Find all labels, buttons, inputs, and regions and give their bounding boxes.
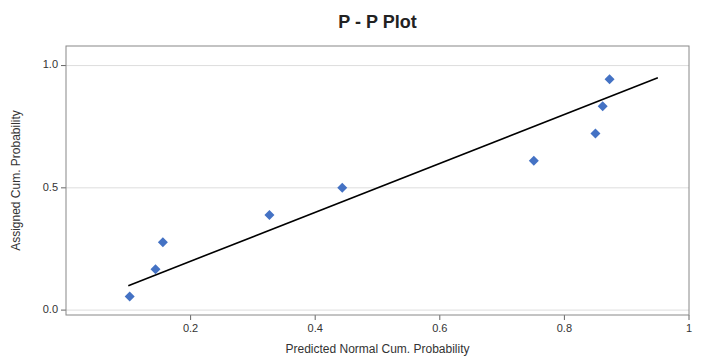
data-point <box>125 292 135 302</box>
tick-label: 0.6 <box>432 322 447 334</box>
y-axis-label: Assigned Cum. Probability <box>9 110 23 251</box>
tick-mark <box>190 315 191 320</box>
data-point <box>150 264 160 274</box>
data-point <box>158 237 168 247</box>
tick-mark <box>315 315 316 320</box>
data-group <box>125 74 658 301</box>
tick-mark <box>564 315 565 320</box>
tick-mark <box>61 65 66 66</box>
data-point <box>337 183 347 193</box>
tick-mark <box>61 187 66 188</box>
tick-mark <box>61 310 66 311</box>
tick-label: 0.5 <box>43 181 58 193</box>
x-axis-label: Predicted Normal Cum. Probability <box>285 342 469 356</box>
grid-line <box>66 65 689 66</box>
grid-line <box>66 310 689 311</box>
data-point <box>605 74 615 84</box>
tick-mark <box>689 315 690 320</box>
tick-label: 0.2 <box>183 322 198 334</box>
data-point <box>529 156 539 166</box>
tick-label: 0.0 <box>43 303 58 315</box>
chart-title: P - P Plot <box>338 12 416 32</box>
data-point <box>598 101 608 111</box>
tick-label: 1.0 <box>43 58 58 70</box>
data-point <box>264 210 274 220</box>
tick-mark <box>439 315 440 320</box>
tick-label: 0.4 <box>308 322 323 334</box>
reference-line <box>128 78 658 286</box>
tick-label: 1 <box>686 322 692 334</box>
plot-area <box>66 46 689 315</box>
chart: 0.0 0.5 1.0 0.2 0.4 0.6 0.8 1 P - P Plot Predicte… <box>0 0 713 363</box>
data-point <box>590 128 600 138</box>
tick-label: 0.8 <box>557 322 572 334</box>
plot-frame <box>66 46 689 315</box>
